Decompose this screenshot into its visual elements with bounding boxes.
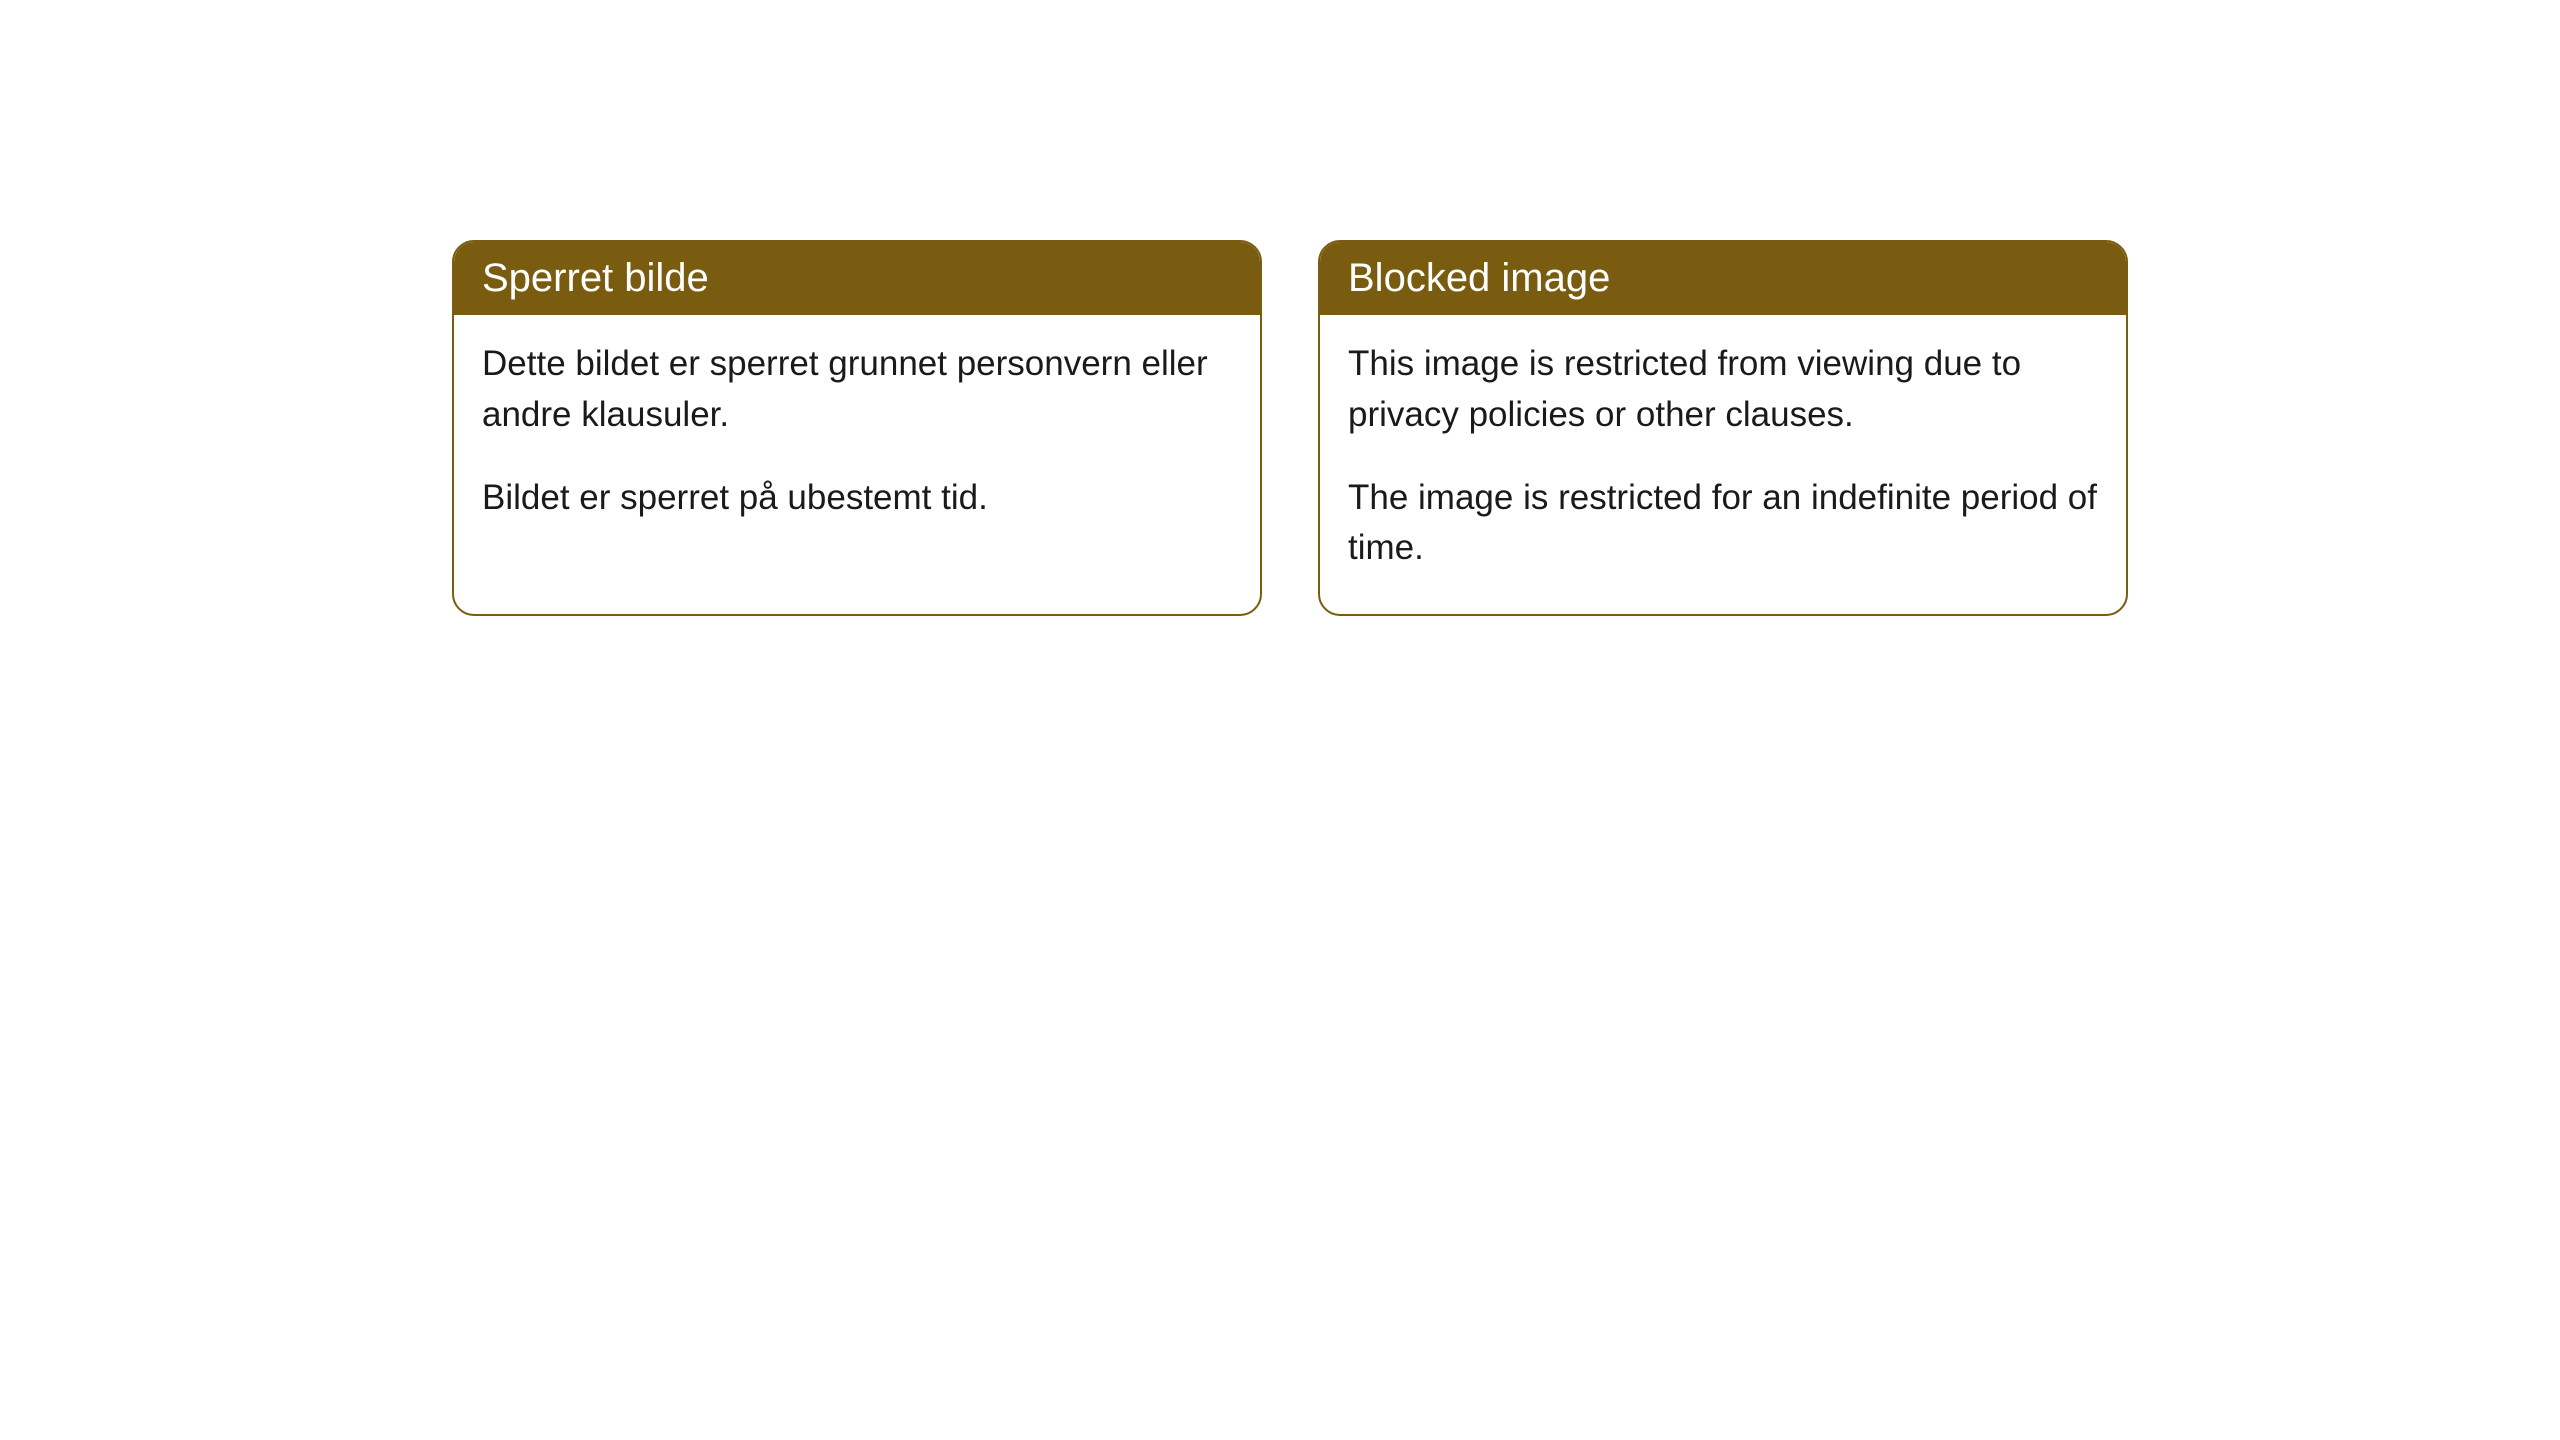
- card-title: Sperret bilde: [482, 256, 709, 300]
- card-paragraph: The image is restricted for an indefinit…: [1348, 473, 2098, 575]
- card-header: Sperret bilde: [454, 242, 1260, 315]
- card-paragraph: Dette bildet er sperret grunnet personve…: [482, 339, 1232, 441]
- card-paragraph: This image is restricted from viewing du…: [1348, 339, 2098, 441]
- card-header: Blocked image: [1320, 242, 2126, 315]
- card-body: Dette bildet er sperret grunnet personve…: [454, 315, 1260, 563]
- card-paragraph: Bildet er sperret på ubestemt tid.: [482, 473, 1232, 524]
- card-title: Blocked image: [1348, 256, 1610, 300]
- blocked-image-card-english: Blocked image This image is restricted f…: [1318, 240, 2128, 616]
- cards-container: Sperret bilde Dette bildet er sperret gr…: [452, 240, 2128, 616]
- blocked-image-card-norwegian: Sperret bilde Dette bildet er sperret gr…: [452, 240, 1262, 616]
- card-body: This image is restricted from viewing du…: [1320, 315, 2126, 614]
